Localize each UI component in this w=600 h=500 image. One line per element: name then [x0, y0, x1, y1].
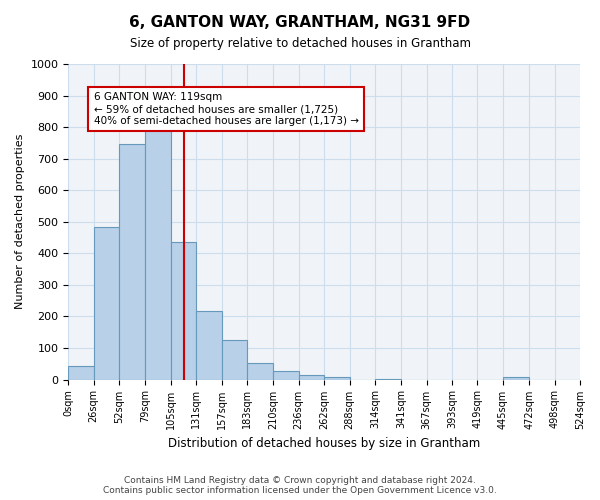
- Bar: [324, 377, 350, 380]
- Text: 6, GANTON WAY, GRANTHAM, NG31 9FD: 6, GANTON WAY, GRANTHAM, NG31 9FD: [130, 15, 470, 30]
- Bar: [196, 311, 221, 380]
- X-axis label: Distribution of detached houses by size in Grantham: Distribution of detached houses by size …: [168, 437, 480, 450]
- Bar: [299, 375, 324, 380]
- Bar: [94, 227, 119, 380]
- Bar: [171, 242, 196, 380]
- Bar: [503, 378, 529, 380]
- Text: Contains HM Land Registry data © Crown copyright and database right 2024.
Contai: Contains HM Land Registry data © Crown c…: [103, 476, 497, 495]
- Bar: [221, 340, 247, 380]
- Bar: [274, 370, 299, 380]
- Text: 6 GANTON WAY: 119sqm
← 59% of detached houses are smaller (1,725)
40% of semi-de: 6 GANTON WAY: 119sqm ← 59% of detached h…: [94, 92, 359, 126]
- Bar: [145, 130, 171, 380]
- Bar: [119, 144, 145, 380]
- Bar: [247, 363, 274, 380]
- Bar: [68, 366, 94, 380]
- Bar: [375, 378, 401, 380]
- Text: Size of property relative to detached houses in Grantham: Size of property relative to detached ho…: [130, 38, 470, 51]
- Y-axis label: Number of detached properties: Number of detached properties: [15, 134, 25, 310]
